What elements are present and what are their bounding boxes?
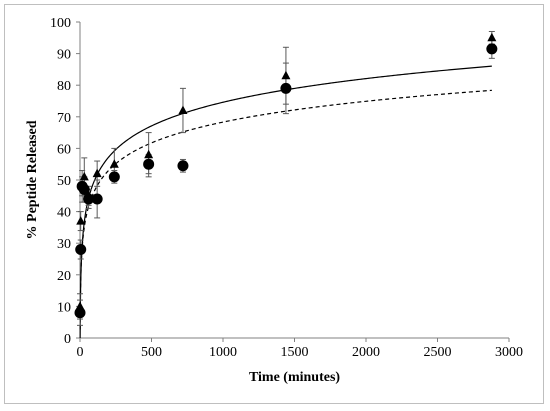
triangle-point xyxy=(92,168,102,178)
y-tick-label: 100 xyxy=(50,16,71,31)
y-tick-label: 60 xyxy=(57,142,71,157)
triangle-point xyxy=(79,171,89,181)
x-tick-label: 1000 xyxy=(209,345,237,360)
circle-point xyxy=(83,193,95,205)
y-tick-labels: 0 10 20 30 40 50 60 70 80 90 100 xyxy=(50,16,71,347)
triangle-point xyxy=(76,216,86,225)
y-tick-label: 0 xyxy=(64,332,71,347)
circle-point xyxy=(486,43,498,55)
x-axis-title: Time (minutes) xyxy=(249,370,340,385)
circle-point xyxy=(177,160,189,172)
circle-point xyxy=(75,244,87,256)
y-tick-label: 20 xyxy=(57,269,71,284)
x-tick-labels: 0 500 1000 1500 2000 2500 3000 xyxy=(77,345,524,360)
x-tick-label: 500 xyxy=(141,345,162,360)
x-tick-label: 1500 xyxy=(281,345,309,360)
circle-point xyxy=(108,171,120,183)
y-tick-label: 10 xyxy=(57,300,71,315)
triangle-point xyxy=(178,105,188,114)
triangle-point xyxy=(487,32,497,42)
chart-frame xyxy=(4,4,544,404)
trendline-2 xyxy=(79,89,492,330)
x-tick-label: 0 xyxy=(77,345,84,360)
x-tick-label: 3000 xyxy=(495,345,523,360)
circle-point xyxy=(74,307,86,319)
y-tick-label: 70 xyxy=(57,111,71,126)
y-tick-label: 80 xyxy=(57,79,71,94)
x-tick-label: 2500 xyxy=(424,345,452,360)
y-tick-label: 50 xyxy=(57,174,71,189)
x-tick-label: 2000 xyxy=(352,345,380,360)
circle-point xyxy=(143,158,155,170)
y-tick-label: 30 xyxy=(57,237,71,252)
circle-point xyxy=(280,82,292,94)
triangle-point xyxy=(281,70,291,80)
circle-point xyxy=(91,193,103,205)
y-tick-label: 40 xyxy=(57,206,71,221)
y-tick-label: 90 xyxy=(57,48,71,63)
triangle-point xyxy=(109,159,119,168)
triangle-point xyxy=(144,149,154,159)
circle-point xyxy=(78,183,90,195)
y-axis-title: % Peptide Released xyxy=(25,120,40,239)
data-markers xyxy=(74,32,498,319)
